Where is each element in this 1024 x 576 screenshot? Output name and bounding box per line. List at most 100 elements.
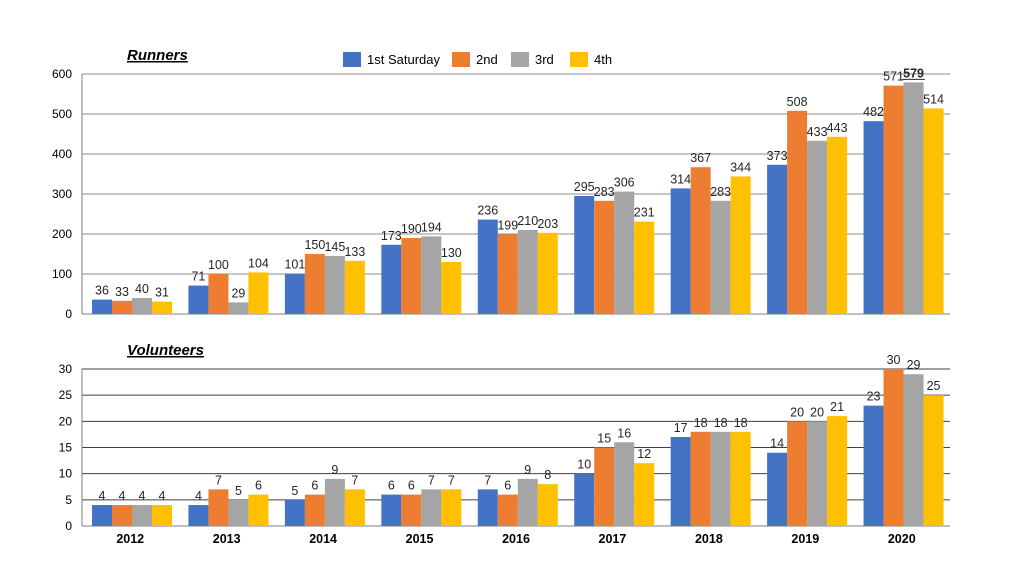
data-label: 30: [887, 353, 901, 367]
bar-2nd-2018: [690, 167, 711, 314]
data-label: 29: [907, 358, 921, 372]
bar-2nd-2017: [594, 200, 615, 314]
data-label: 15: [597, 432, 611, 446]
bar-2nd-2015: [401, 238, 422, 314]
bar-1st-saturday-2013: [188, 505, 209, 526]
data-label: 10: [577, 458, 591, 472]
legend-swatch: [452, 52, 470, 67]
y-tick-label: 30: [59, 362, 73, 376]
data-label: 6: [504, 479, 511, 493]
data-label: 7: [484, 473, 491, 487]
data-label: 236: [477, 204, 498, 218]
data-label: 18: [734, 416, 748, 430]
data-label: 16: [617, 426, 631, 440]
bar-3rd-2019: [807, 140, 828, 314]
legend-item: 2nd: [452, 52, 498, 67]
x-category-label: 2019: [791, 532, 819, 546]
data-label: 25: [927, 379, 941, 393]
data-label: 6: [311, 479, 318, 493]
data-label: 145: [324, 240, 345, 254]
bar-3rd-2020: [903, 374, 924, 526]
data-label: 367: [690, 151, 711, 165]
bar-4th-2020: [923, 395, 944, 526]
bar-4th-2016: [537, 232, 558, 314]
y-tick-label: 600: [52, 67, 72, 81]
bar-1st-saturday-2014: [284, 273, 305, 314]
bar-1st-saturday-2018: [670, 437, 691, 526]
bar-4th-2020: [923, 108, 944, 315]
data-label: 514: [923, 92, 944, 106]
data-label: 5: [291, 484, 298, 498]
legend-label: 4th: [594, 52, 612, 67]
data-label: 579: [903, 66, 924, 80]
y-tick-label: 500: [52, 107, 72, 121]
legend-swatch: [511, 52, 529, 67]
bar-3rd-2015: [421, 236, 442, 314]
data-label: 150: [304, 238, 325, 252]
y-tick-label: 100: [52, 267, 72, 281]
bar-1st-saturday-2013: [188, 285, 209, 314]
y-tick-label: 200: [52, 227, 72, 241]
x-category-label: 2017: [599, 532, 627, 546]
bar-1st-saturday-2020: [863, 405, 884, 526]
bar-3rd-2018: [710, 431, 731, 526]
x-category-label: 2016: [502, 532, 530, 546]
y-tick-label: 0: [65, 307, 72, 321]
data-label: 130: [441, 246, 462, 260]
data-label: 203: [537, 217, 558, 231]
bar-3rd-2016: [517, 478, 538, 526]
bar-2nd-2014: [304, 254, 325, 314]
bar-2nd-2013: [208, 489, 229, 526]
data-label: 4: [119, 489, 126, 503]
bar-4th-2018: [730, 176, 751, 314]
data-label: 210: [517, 214, 538, 228]
y-tick-label: 20: [59, 414, 73, 428]
legend-label: 1st Saturday: [367, 52, 440, 67]
data-label: 20: [810, 405, 824, 419]
bar-1st-saturday-2015: [381, 244, 402, 314]
data-label: 7: [448, 473, 455, 487]
data-label: 4: [159, 489, 166, 503]
bar-2nd-2020: [883, 369, 904, 526]
bar-2nd-2014: [304, 494, 325, 526]
data-label: 283: [710, 185, 731, 199]
data-label: 9: [524, 463, 531, 477]
bar-3rd-2013: [228, 499, 249, 526]
bar-2nd-2020: [883, 85, 904, 314]
bar-2nd-2016: [497, 494, 518, 526]
bar-4th-2016: [537, 484, 558, 526]
legend-label: 2nd: [476, 52, 498, 67]
y-tick-label: 10: [59, 467, 73, 481]
data-label: 7: [351, 473, 358, 487]
bar-4th-2017: [634, 221, 655, 314]
x-category-label: 2013: [213, 532, 241, 546]
bar-1st-saturday-2019: [767, 164, 788, 314]
data-label: 443: [827, 121, 848, 135]
data-label: 231: [634, 206, 655, 220]
data-label: 33: [115, 285, 129, 299]
bar-2nd-2012: [112, 505, 132, 526]
bar-4th-2017: [634, 463, 655, 526]
runners-chart-title: Runners: [127, 47, 188, 64]
data-label: 373: [767, 149, 788, 163]
bar-1st-saturday-2019: [767, 452, 788, 526]
bar-4th-2012: [152, 301, 172, 314]
data-label: 194: [421, 220, 442, 234]
legend-item: 4th: [570, 52, 612, 67]
data-label: 571: [883, 70, 904, 84]
bar-3rd-2014: [324, 256, 345, 314]
data-label: 6: [408, 479, 415, 493]
data-label: 71: [191, 270, 205, 284]
x-axis-categories: 2012 2013 2014 2015 2016 2017 2018 2019 2020: [116, 532, 915, 546]
data-label: 7: [428, 473, 435, 487]
data-label: 6: [388, 479, 395, 493]
bar-4th-2015: [441, 262, 462, 314]
bar-2nd-2013: [208, 274, 229, 314]
bar-3rd-2020: [903, 82, 924, 315]
data-label: 20: [790, 405, 804, 419]
bar-4th-2013: [248, 494, 269, 526]
x-category-label: 2018: [695, 532, 723, 546]
bar-1st-saturday-2012: [92, 299, 112, 314]
